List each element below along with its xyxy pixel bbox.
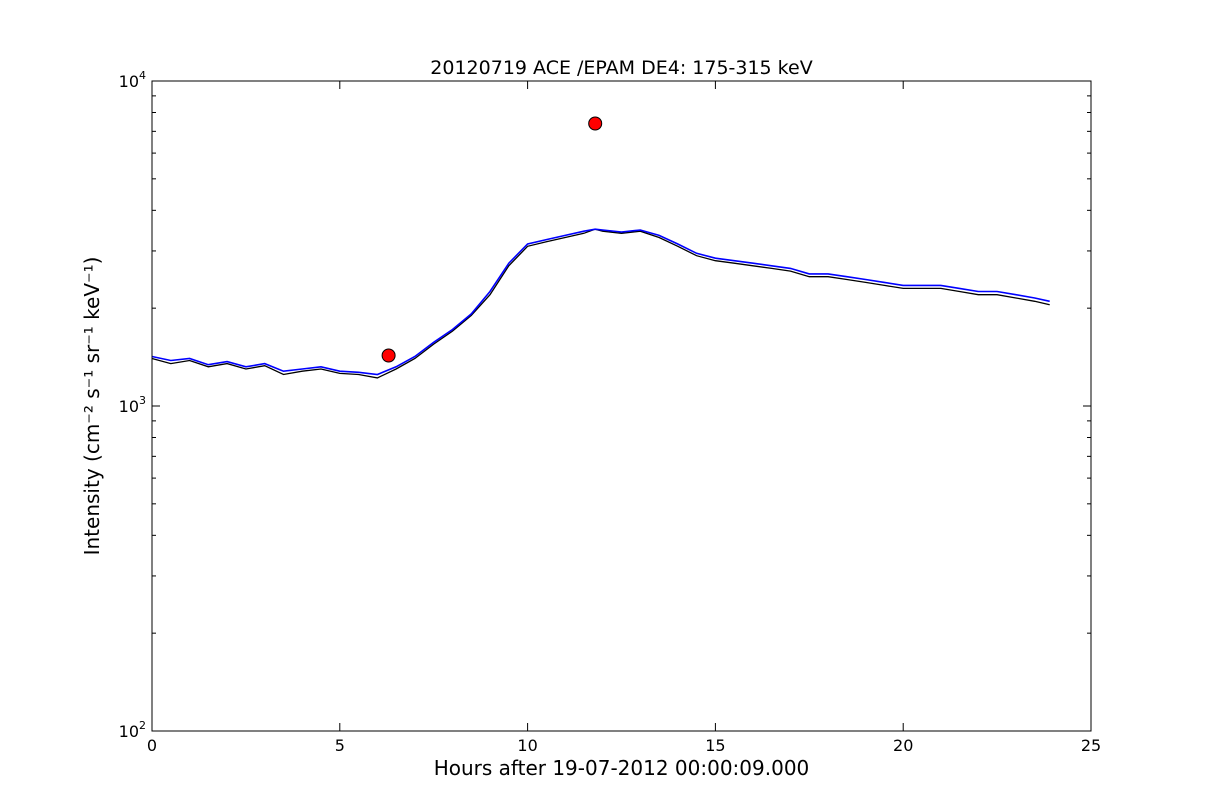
series-line-2 <box>151 228 1050 376</box>
tick-layer: 0 5 10 15 20 25 102 103 104 <box>119 69 1102 755</box>
marker-layer <box>381 116 603 363</box>
x-tick-label: 25 <box>1081 736 1101 755</box>
x-tick-label: 0 <box>147 736 157 755</box>
plot-area <box>152 81 1091 731</box>
x-tick-label: 10 <box>517 736 537 755</box>
x-tick-label: 5 <box>335 736 345 755</box>
y-tick-label: 102 <box>119 719 146 741</box>
x-tick-label: 15 <box>705 736 725 755</box>
x-axis-label: Hours after 19-07-2012 00:00:09.000 <box>434 756 810 780</box>
x-tick-label: 20 <box>893 736 913 755</box>
event-marker-2 <box>588 116 603 131</box>
y-tick-label: 104 <box>119 69 146 91</box>
y-tick-label: 103 <box>119 394 146 416</box>
event-marker-1 <box>381 348 396 363</box>
series-layer <box>151 228 1050 379</box>
chart-title: 20120719 ACE /EPAM DE4: 175-315 keV <box>430 57 812 79</box>
y-axis-label: Intensity (cm⁻² s⁻¹ sr⁻¹ keV⁻¹) <box>80 257 104 556</box>
